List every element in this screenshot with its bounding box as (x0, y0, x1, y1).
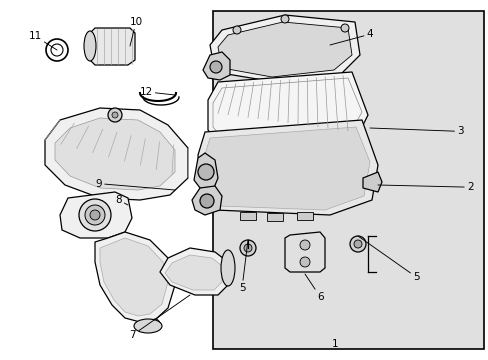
Text: 8: 8 (115, 195, 128, 205)
Text: 3: 3 (369, 126, 463, 136)
Circle shape (209, 61, 222, 73)
Circle shape (349, 236, 365, 252)
Polygon shape (198, 120, 377, 215)
Text: 2: 2 (377, 182, 473, 192)
Polygon shape (296, 212, 312, 220)
Ellipse shape (221, 250, 235, 286)
Circle shape (150, 319, 160, 329)
Circle shape (200, 194, 214, 208)
Circle shape (85, 205, 105, 225)
Polygon shape (285, 232, 325, 272)
Polygon shape (60, 192, 132, 238)
Polygon shape (218, 22, 351, 77)
Polygon shape (55, 118, 175, 190)
Text: 11: 11 (28, 31, 57, 50)
Circle shape (240, 240, 256, 256)
Circle shape (281, 15, 288, 23)
Polygon shape (160, 248, 227, 295)
Text: 5: 5 (357, 236, 419, 282)
Polygon shape (164, 255, 222, 290)
Text: 4: 4 (329, 29, 373, 45)
Circle shape (79, 199, 111, 231)
Text: 10: 10 (129, 17, 142, 46)
Circle shape (232, 26, 241, 34)
Circle shape (244, 244, 251, 252)
Text: 9: 9 (95, 179, 175, 190)
Text: 1: 1 (331, 339, 338, 349)
Text: 5: 5 (238, 240, 247, 293)
Polygon shape (209, 15, 359, 82)
Text: 6: 6 (305, 274, 323, 302)
Polygon shape (362, 172, 381, 192)
Circle shape (299, 240, 309, 250)
Polygon shape (203, 52, 229, 80)
Circle shape (340, 24, 348, 32)
Polygon shape (203, 127, 369, 210)
Circle shape (299, 257, 309, 267)
Bar (212, 11, 483, 349)
Circle shape (108, 108, 122, 122)
Polygon shape (100, 238, 168, 316)
Polygon shape (266, 213, 283, 221)
Polygon shape (240, 212, 256, 220)
Polygon shape (45, 108, 187, 200)
Polygon shape (194, 153, 218, 190)
Polygon shape (207, 72, 367, 145)
Circle shape (198, 164, 214, 180)
Circle shape (353, 240, 361, 248)
Polygon shape (90, 28, 135, 65)
Ellipse shape (134, 319, 162, 333)
Polygon shape (95, 232, 175, 322)
Text: 12: 12 (139, 87, 175, 97)
Polygon shape (192, 186, 222, 215)
Ellipse shape (84, 31, 96, 61)
Circle shape (112, 112, 118, 118)
Circle shape (90, 210, 100, 220)
Text: 7: 7 (129, 295, 190, 340)
